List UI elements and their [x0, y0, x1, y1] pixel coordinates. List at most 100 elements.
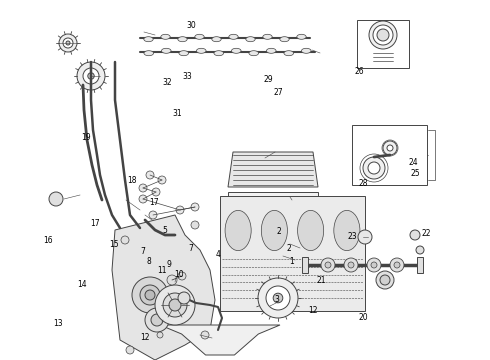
Ellipse shape [231, 202, 247, 227]
Text: 18: 18 [127, 176, 137, 185]
Ellipse shape [161, 34, 170, 39]
Ellipse shape [297, 34, 306, 39]
Text: 13: 13 [53, 320, 63, 328]
Ellipse shape [212, 37, 221, 42]
Text: 3: 3 [274, 295, 279, 304]
Circle shape [367, 258, 381, 272]
Text: 10: 10 [174, 270, 184, 279]
Circle shape [191, 203, 199, 211]
Bar [417, 257, 423, 273]
Polygon shape [112, 215, 215, 360]
Ellipse shape [277, 242, 292, 249]
Circle shape [325, 262, 331, 268]
Ellipse shape [300, 242, 316, 249]
Text: 31: 31 [172, 109, 182, 118]
Circle shape [83, 68, 99, 84]
Circle shape [132, 277, 168, 313]
Ellipse shape [299, 258, 316, 266]
Text: 11: 11 [157, 266, 167, 275]
Circle shape [383, 141, 397, 155]
Text: 17: 17 [149, 198, 159, 207]
Ellipse shape [280, 37, 289, 42]
Text: 30: 30 [186, 22, 196, 31]
Circle shape [63, 38, 73, 48]
Ellipse shape [229, 242, 245, 249]
Ellipse shape [214, 51, 223, 56]
Circle shape [151, 314, 163, 326]
Bar [220, 256, 320, 269]
Polygon shape [228, 152, 318, 187]
Text: 9: 9 [167, 260, 172, 269]
Ellipse shape [267, 48, 276, 53]
Text: 8: 8 [146, 257, 151, 266]
Circle shape [139, 184, 147, 192]
Circle shape [380, 275, 390, 285]
Text: 1: 1 [289, 256, 294, 266]
Ellipse shape [178, 37, 187, 42]
Bar [357, 20, 409, 68]
Circle shape [394, 262, 400, 268]
Text: 27: 27 [273, 89, 283, 98]
Circle shape [139, 195, 147, 203]
Circle shape [373, 25, 393, 45]
Text: 2: 2 [287, 244, 292, 253]
Text: 7: 7 [189, 244, 194, 253]
Text: 25: 25 [411, 169, 420, 178]
Ellipse shape [224, 258, 241, 266]
Circle shape [273, 293, 283, 303]
Circle shape [363, 157, 385, 179]
Text: 12: 12 [308, 306, 318, 315]
Circle shape [77, 62, 105, 90]
Circle shape [369, 21, 397, 49]
Ellipse shape [144, 37, 153, 42]
Circle shape [368, 162, 380, 174]
Circle shape [358, 230, 372, 244]
Text: 28: 28 [359, 179, 368, 188]
Ellipse shape [301, 48, 311, 53]
Circle shape [88, 73, 94, 79]
Text: 4: 4 [216, 250, 220, 259]
Circle shape [191, 221, 199, 229]
Ellipse shape [284, 51, 294, 56]
Circle shape [163, 293, 187, 317]
Circle shape [126, 346, 134, 354]
Circle shape [121, 236, 129, 244]
Circle shape [158, 176, 166, 184]
Circle shape [146, 171, 154, 179]
Text: 32: 32 [163, 78, 172, 87]
Ellipse shape [161, 48, 171, 53]
Text: 22: 22 [421, 229, 431, 238]
Circle shape [176, 206, 184, 214]
Circle shape [258, 278, 298, 318]
Ellipse shape [253, 242, 268, 249]
Text: 16: 16 [43, 236, 53, 245]
Ellipse shape [179, 51, 189, 56]
Circle shape [410, 230, 420, 240]
Circle shape [371, 262, 377, 268]
Circle shape [390, 258, 404, 272]
Text: 23: 23 [347, 233, 357, 242]
Text: 29: 29 [264, 75, 273, 84]
Circle shape [376, 271, 394, 289]
Ellipse shape [276, 202, 293, 227]
Ellipse shape [144, 51, 153, 56]
Circle shape [377, 29, 389, 41]
Circle shape [157, 332, 163, 338]
Ellipse shape [229, 34, 238, 39]
Text: 20: 20 [359, 313, 368, 322]
Bar [225, 240, 320, 252]
Text: 24: 24 [408, 158, 418, 166]
Polygon shape [370, 50, 396, 64]
Ellipse shape [297, 210, 324, 251]
Bar [220, 196, 365, 311]
Circle shape [344, 258, 358, 272]
Ellipse shape [254, 202, 270, 227]
Circle shape [321, 258, 335, 272]
Circle shape [178, 292, 190, 304]
Circle shape [201, 331, 209, 339]
Circle shape [387, 145, 393, 151]
Polygon shape [160, 325, 280, 355]
Circle shape [66, 41, 70, 45]
Bar [228, 192, 318, 237]
Bar [352, 125, 427, 185]
